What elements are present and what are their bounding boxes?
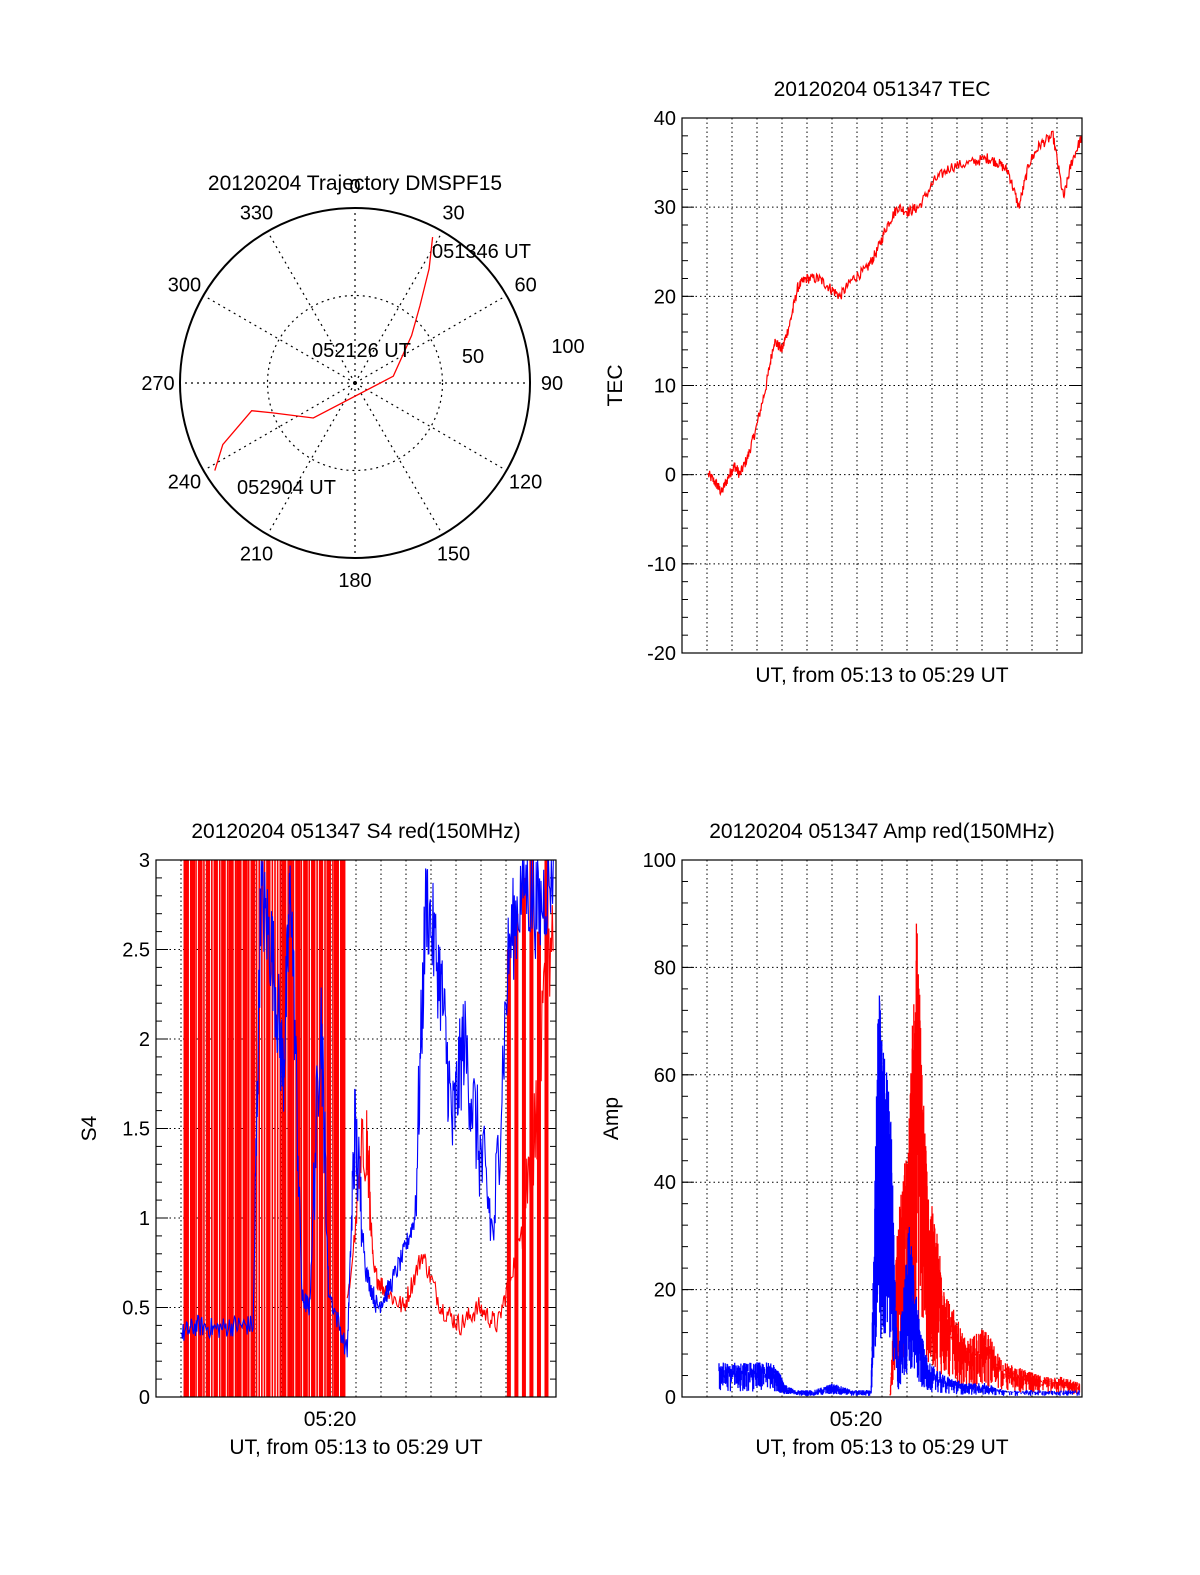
s4-ytick-label: 0 [139, 1387, 150, 1409]
polar-angle-label: 0 [349, 176, 360, 198]
polar-angle-label: 30 [442, 202, 464, 224]
polar-spoke [354, 382, 444, 535]
amp-ytick-label: 100 [643, 850, 676, 872]
polar-annotation-start: 051346 UT [432, 241, 531, 263]
polar-angle-label: 300 [168, 275, 201, 297]
s4-xtick-label: 05:20 [304, 1408, 357, 1431]
polar-spoke [354, 382, 507, 472]
amp-title: 20120204 051347 Amp red(150MHz) [709, 820, 1055, 843]
s4-ytick-label: 1.5 [122, 1119, 150, 1141]
s4-blue-series [181, 859, 554, 1358]
s4-ylabel: S4 [78, 1115, 101, 1141]
amp-ytick-label: 80 [654, 957, 676, 979]
tec-ytick-label: 40 [654, 108, 676, 130]
s4-frame [155, 859, 557, 1398]
s4-xlabel: UT, from 05:13 to 05:29 UT [229, 1436, 482, 1459]
tec-ytick-label: 30 [654, 197, 676, 219]
s4-red-series [346, 905, 554, 1336]
amp-frame [681, 859, 1083, 1398]
polar-trajectory [214, 237, 434, 471]
amp-xlabel: UT, from 05:13 to 05:29 UT [755, 1436, 1008, 1459]
polar-annotation-mid: 052126 UT [312, 340, 411, 362]
polar-angle-label: 180 [338, 570, 371, 592]
s4-ytick-label: 0.5 [122, 1298, 150, 1320]
amp-xtick-label: 05:20 [830, 1408, 883, 1431]
tec-ylabel: TEC [604, 365, 627, 407]
amp-ytick-label: 0 [665, 1387, 676, 1409]
polar-angle-label: 210 [240, 544, 273, 566]
amp-red-series [889, 923, 1081, 1396]
polar-inner-ring [266, 294, 444, 472]
tec-series [707, 130, 1082, 497]
polar-angle-label: 330 [240, 202, 273, 224]
polar-spoke [266, 231, 356, 384]
amp-blue-series [718, 995, 1080, 1396]
polar-angle-label: 60 [514, 275, 536, 297]
polar-angle-label: 270 [141, 373, 174, 395]
polar-spoke [266, 382, 356, 535]
tec-ytick-label: -10 [647, 554, 676, 576]
amp-ytick-label: 20 [654, 1280, 676, 1302]
amp-ytick-label: 60 [654, 1065, 676, 1087]
polar-angle-label: 150 [437, 544, 470, 566]
s4-ytick-label: 3 [139, 850, 150, 872]
polar-title: 20120204 Trajectory DMSPF15 [208, 172, 502, 195]
amp-ytick-label: 40 [654, 1172, 676, 1194]
s4-ytick-label: 1 [139, 1208, 150, 1230]
polar-spoke [354, 294, 507, 384]
amp-ylabel: Amp [600, 1097, 623, 1140]
tec-ytick-label: -20 [647, 643, 676, 665]
polar-angle-label: 240 [168, 472, 201, 494]
polar-spoke [203, 294, 356, 384]
tec-ytick-label: 20 [654, 286, 676, 308]
s4-ytick-label: 2.5 [122, 940, 150, 962]
polar-spoke [203, 382, 356, 472]
polar-annotation-end: 052904 UT [237, 477, 336, 499]
polar-radial-label: 50 [462, 346, 484, 368]
tec-ytick-label: 10 [654, 376, 676, 398]
polar-angle-label: 120 [509, 472, 542, 494]
polar-angle-label: 90 [541, 373, 563, 395]
tec-ytick-label: 0 [665, 465, 676, 487]
s4-title: 20120204 051347 S4 red(150MHz) [191, 820, 520, 843]
tec-xlabel: UT, from 05:13 to 05:29 UT [755, 664, 1008, 687]
s4-ytick-label: 2 [139, 1029, 150, 1051]
tec-frame [681, 117, 1083, 654]
tec-title: 20120204 051347 TEC [774, 78, 991, 101]
polar-spoke [354, 231, 444, 384]
polar-radial-label: 100 [551, 336, 584, 358]
